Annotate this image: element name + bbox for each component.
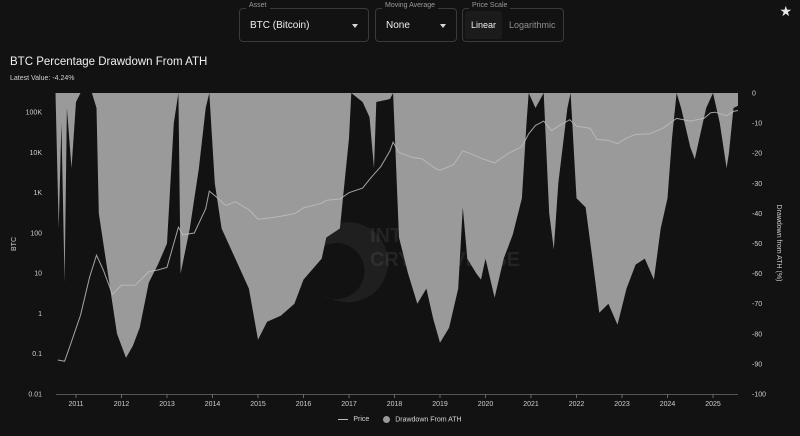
legend-item-price[interactable]: Price — [338, 416, 369, 423]
x-tick-label: 2011 — [68, 401, 83, 408]
y-right-tick-label: -50 — [752, 241, 762, 248]
x-tick-label: 2022 — [569, 401, 585, 408]
y-left-tick-label: 100K — [26, 110, 43, 117]
moving-average-select[interactable]: Moving Average None — [375, 1, 457, 42]
y-right-tick-label: -10 — [752, 121, 762, 128]
y-right-tick-label: -90 — [752, 361, 762, 368]
y-right-tick-label: -30 — [752, 181, 762, 188]
x-tick-label: 2023 — [614, 401, 630, 408]
y-right-tick-label: -100 — [752, 392, 766, 399]
star-icon[interactable]: ★ — [779, 3, 792, 19]
y-left-tick-label: 10K — [30, 150, 43, 157]
x-tick-label: 2025 — [705, 401, 721, 408]
y-right-tick-label: -20 — [752, 151, 762, 158]
legend-label-drawdown: Drawdown From ATH — [395, 416, 462, 424]
y-right-tick-label: -40 — [752, 211, 762, 218]
y-right-tick-label: -60 — [752, 271, 762, 278]
x-tick-label: 2015 — [250, 401, 266, 408]
asset-value: BTC (Bitcoin) — [250, 20, 310, 31]
legend: Price Drawdown From ATH — [0, 416, 800, 424]
x-tick-label: 2016 — [296, 401, 312, 408]
asset-select[interactable]: Asset BTC (Bitcoin) — [239, 1, 369, 42]
x-tick-label: 2019 — [432, 401, 448, 408]
legend-item-drawdown[interactable]: Drawdown From ATH — [383, 416, 462, 424]
asset-label: Asset — [246, 1, 270, 11]
x-tick-label: 2014 — [205, 401, 221, 408]
latest-value: Latest Value: -4.24% — [10, 75, 75, 82]
x-tick-label: 2020 — [478, 401, 494, 408]
y-left-tick-label: 1 — [38, 311, 42, 318]
moving-average-label: Moving Average — [382, 1, 439, 11]
price-scale-linear-button[interactable]: Linear — [465, 11, 503, 39]
x-tick-label: 2021 — [523, 401, 539, 408]
y-left-tick-label: 1K — [33, 190, 42, 197]
x-tick-label: 2017 — [341, 401, 357, 408]
x-tick-label: 2013 — [159, 401, 175, 408]
y-left-tick-label: 0.1 — [32, 351, 42, 358]
price-scale-toggle: Price Scale Linear Logarithmic — [462, 1, 564, 42]
y-left-tick-label: 10 — [34, 271, 42, 278]
x-ticks: 2011 2012 2013 2014 2015 2016 2017 2018 2019 2020… — [68, 394, 721, 408]
x-tick-label: 2018 — [387, 401, 403, 408]
y-right-tick-label: -80 — [752, 331, 762, 338]
price-line-group — [57, 110, 739, 362]
y-left-ticks: 100K 10K 1K 100 10 1 0.1 0.01 — [26, 110, 43, 399]
chevron-down-icon — [440, 24, 446, 28]
drawdown-area-group — [55, 93, 738, 358]
y-right-ticks: 0 -10 -20 -30 -40 -50 -60 -70 -80 -90 -100 — [752, 91, 766, 399]
y-left-tick-label: 100 — [30, 230, 42, 237]
y-right-tick-label: 0 — [752, 91, 756, 98]
moving-average-value: None — [386, 20, 410, 31]
x-tick-label: 2024 — [660, 401, 676, 408]
x-tick-label: 2012 — [114, 401, 130, 408]
price-scale-log-button[interactable]: Logarithmic — [509, 20, 556, 30]
legend-dot-swatch — [383, 416, 391, 423]
y-right-tick-label: -70 — [752, 301, 762, 308]
price-scale-label: Price Scale — [469, 1, 511, 11]
price-line — [57, 110, 739, 362]
chevron-down-icon — [352, 24, 358, 28]
chart-title: BTC Percentage Drawdown From ATH — [10, 56, 208, 68]
watermark-logo-icon — [310, 222, 389, 303]
drawdown-area — [55, 93, 738, 358]
y-left-tick-label: 0.01 — [28, 392, 42, 399]
y-left-axis-title: BTC — [11, 237, 18, 251]
y-right-axis-title: Drawdown from ATH (%) — [775, 205, 782, 282]
legend-line-swatch — [338, 418, 349, 420]
legend-label-price: Price — [353, 416, 370, 424]
